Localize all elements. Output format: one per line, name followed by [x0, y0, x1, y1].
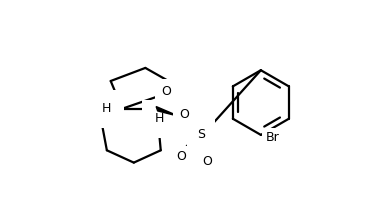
Text: O: O [177, 150, 186, 163]
Text: Br: Br [266, 131, 279, 144]
Text: O: O [180, 108, 190, 121]
Text: H: H [102, 102, 112, 115]
Polygon shape [156, 106, 179, 117]
Text: H: H [155, 112, 164, 125]
Text: O: O [202, 155, 212, 168]
Text: S: S [197, 128, 205, 141]
Text: O: O [161, 85, 171, 98]
